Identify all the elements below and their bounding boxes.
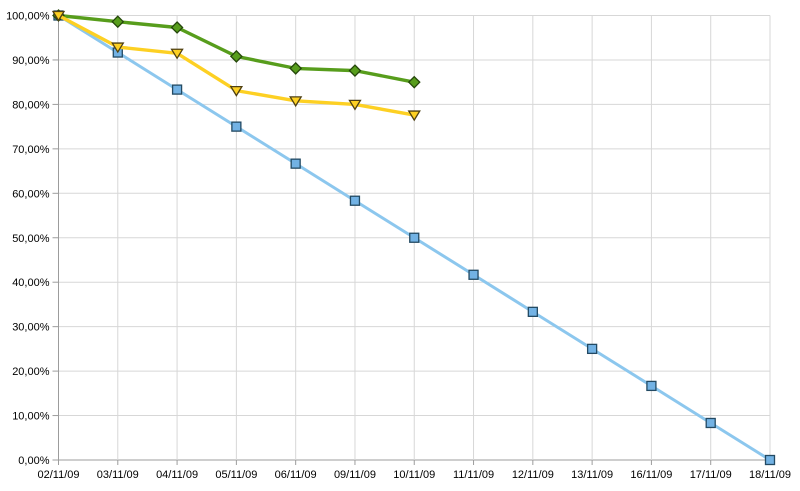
y-axis-tick-label: 0,00% — [18, 455, 49, 467]
data-point-marker-diamond — [407, 75, 421, 89]
x-axis-tick-label: 13/11/09 — [571, 469, 613, 481]
x-axis-tick-label: 12/11/09 — [512, 469, 554, 481]
data-point-marker-square — [468, 269, 479, 280]
data-point-marker-triangle-down — [51, 10, 66, 22]
data-point-marker-triangle-down — [111, 42, 125, 54]
data-point-marker-square — [527, 306, 538, 317]
x-axis-tick-label: 09/11/09 — [334, 469, 376, 481]
data-point-marker-diamond — [348, 64, 362, 78]
data-point-marker-triangle-down — [348, 99, 362, 111]
data-point-marker-square — [764, 454, 776, 466]
y-axis-tick-label: 60,00% — [12, 188, 50, 200]
y-axis-tick-label: 90,00% — [12, 55, 50, 67]
data-point-marker-diamond — [111, 15, 125, 29]
y-axis-tick-label: 80,00% — [12, 99, 50, 111]
x-axis-tick-label: 02/11/09 — [37, 469, 79, 481]
y-axis-tick-label: 10,00% — [12, 411, 50, 423]
data-point-marker-square — [290, 158, 301, 169]
y-axis-tick-label: 100,00% — [6, 11, 50, 23]
data-point-marker-square — [171, 84, 183, 95]
data-point-marker-triangle-down — [229, 85, 244, 97]
data-point-marker-square — [586, 343, 598, 355]
y-axis-tick-label: 40,00% — [12, 277, 50, 289]
y-axis-tick-label: 30,00% — [12, 322, 50, 334]
data-point-marker-square — [409, 232, 420, 243]
x-axis-tick-label: 04/11/09 — [156, 469, 198, 481]
data-point-marker-diamond — [289, 61, 303, 75]
data-point-marker-diamond — [170, 21, 184, 34]
x-axis-tick-label: 18/11/09 — [749, 469, 791, 481]
data-point-marker-triangle-down — [289, 96, 303, 108]
data-point-marker-square — [349, 195, 361, 206]
y-axis-tick-label: 70,00% — [12, 144, 50, 156]
y-axis-tick-label: 50,00% — [12, 233, 50, 245]
x-axis-tick-label: 16/11/09 — [630, 469, 672, 481]
y-axis-tick-label: 20,00% — [12, 366, 50, 378]
data-point-marker-triangle-down — [407, 110, 421, 122]
data-point-marker-diamond — [229, 49, 243, 63]
data-point-marker-square — [705, 417, 716, 429]
data-point-marker-square — [231, 121, 242, 132]
x-axis-tick-label: 10/11/09 — [393, 469, 435, 481]
x-axis-tick-label: 05/11/09 — [215, 469, 257, 481]
x-axis-tick-label: 03/11/09 — [97, 469, 139, 481]
data-point-marker-square — [646, 380, 657, 392]
data-point-marker-triangle-down — [170, 48, 184, 60]
x-axis-tick-label: 06/11/09 — [275, 469, 317, 481]
x-axis-tick-label: 11/11/09 — [453, 469, 494, 481]
x-axis-tick-label: 17/11/09 — [690, 469, 732, 481]
